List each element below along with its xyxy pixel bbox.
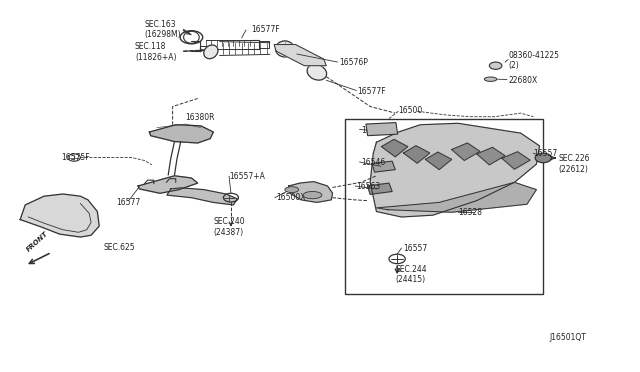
Text: 16577F: 16577F xyxy=(358,87,387,96)
Text: 16526: 16526 xyxy=(361,126,385,135)
Bar xyxy=(366,122,397,136)
Polygon shape xyxy=(381,140,408,157)
Text: 16557: 16557 xyxy=(533,150,557,158)
Polygon shape xyxy=(20,194,99,237)
Polygon shape xyxy=(370,123,540,217)
Text: SEC.240
(24387): SEC.240 (24387) xyxy=(213,217,245,237)
Text: 16500X: 16500X xyxy=(276,193,305,202)
Text: 16563: 16563 xyxy=(356,182,381,190)
Polygon shape xyxy=(138,176,198,193)
Ellipse shape xyxy=(484,77,497,81)
Text: 16380R: 16380R xyxy=(185,113,214,122)
Text: 16577F: 16577F xyxy=(251,25,280,34)
Text: SEC.226
(22612): SEC.226 (22612) xyxy=(558,154,590,174)
Polygon shape xyxy=(403,146,430,163)
Text: 16528: 16528 xyxy=(458,208,482,217)
Text: SEC.118
(11826+A): SEC.118 (11826+A) xyxy=(135,42,177,61)
Bar xyxy=(345,119,543,294)
Text: SEC.625: SEC.625 xyxy=(104,243,135,252)
Circle shape xyxy=(535,153,552,163)
Text: SEC.163
(16298M): SEC.163 (16298M) xyxy=(145,20,181,39)
Text: 16575F: 16575F xyxy=(61,153,90,163)
Text: 16577: 16577 xyxy=(116,198,140,207)
Polygon shape xyxy=(367,183,392,195)
Text: 16557: 16557 xyxy=(403,244,427,253)
Polygon shape xyxy=(452,143,480,160)
Ellipse shape xyxy=(307,64,326,80)
Polygon shape xyxy=(376,182,536,212)
Ellipse shape xyxy=(275,41,294,57)
Text: 08360-41225
(2): 08360-41225 (2) xyxy=(508,51,559,70)
Text: 22680X: 22680X xyxy=(508,76,538,85)
Text: 16576P: 16576P xyxy=(339,58,368,67)
Polygon shape xyxy=(372,161,396,172)
Ellipse shape xyxy=(204,45,218,59)
Text: SEC.244
(24415): SEC.244 (24415) xyxy=(396,264,427,284)
Text: 16546: 16546 xyxy=(361,158,385,167)
Ellipse shape xyxy=(285,187,299,193)
Text: 16500: 16500 xyxy=(398,106,422,115)
Polygon shape xyxy=(289,182,333,202)
Polygon shape xyxy=(167,188,237,205)
Circle shape xyxy=(490,62,502,69)
Polygon shape xyxy=(274,45,326,66)
Polygon shape xyxy=(426,152,452,170)
Text: 16557+A: 16557+A xyxy=(229,171,265,181)
Polygon shape xyxy=(149,125,213,143)
Polygon shape xyxy=(477,147,505,165)
Ellipse shape xyxy=(303,192,322,199)
Text: FRONT: FRONT xyxy=(26,231,50,253)
Polygon shape xyxy=(502,152,530,169)
Text: J16501QT: J16501QT xyxy=(549,333,586,342)
